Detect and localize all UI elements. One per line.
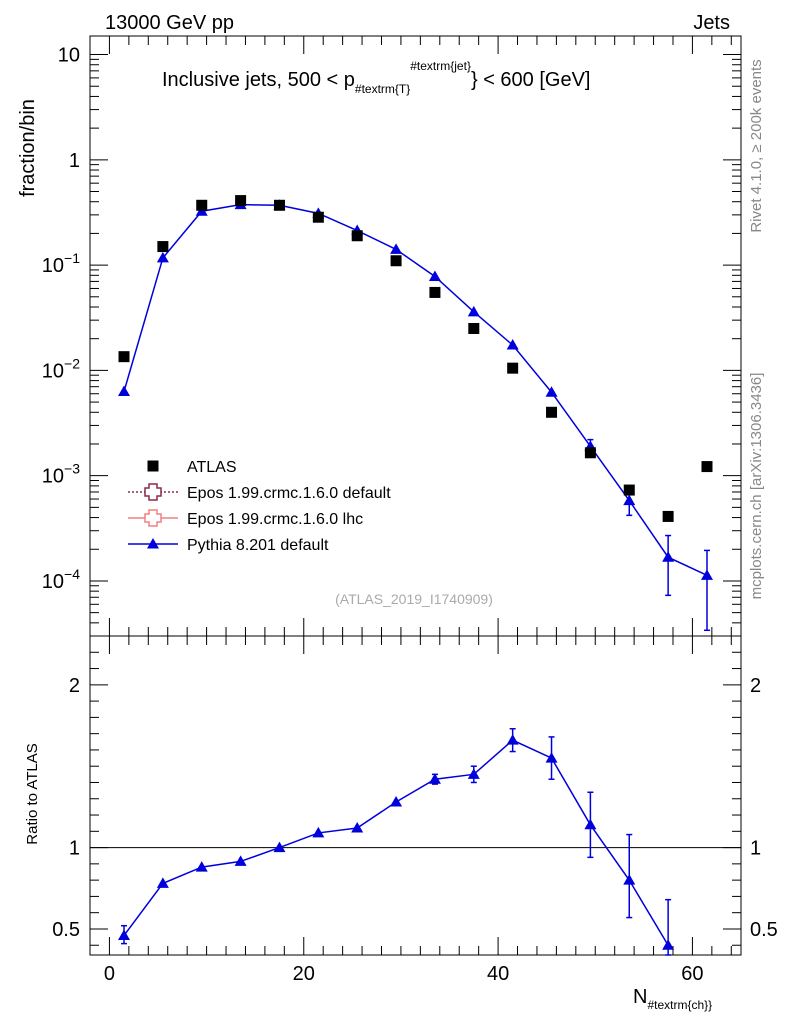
ratio-pythia-point: [351, 822, 364, 833]
ratio-pythia-point: [273, 841, 286, 853]
rivet-version-note: Rivet 4.1.0, ≥ 200k events: [748, 59, 765, 232]
main-y-tick-label: 10−1: [42, 250, 80, 277]
atlas-point: [584, 447, 596, 459]
atlas-point: [662, 510, 674, 522]
ratio-y-tick-label-right: 0.5: [750, 919, 778, 941]
ratio-pythia-point: [428, 773, 441, 784]
ratio-plot-series: [118, 728, 675, 956]
main-y-tick-label: 10−4: [42, 566, 80, 593]
x-tick-label: 20: [293, 963, 315, 985]
main-y-tick-label: 10−2: [42, 355, 80, 382]
atlas-point: [468, 322, 480, 334]
ratio-y-tick-label: 0.5: [52, 919, 80, 941]
ratio-pythia-point: [312, 826, 325, 838]
legend-marker-atlas: [147, 460, 159, 472]
mcplots-source-note: mcplots.cern.ch [arXiv:1306.3436]: [748, 373, 765, 600]
ratio-pythia-point: [118, 929, 131, 940]
ratio-pythia-point: [662, 939, 675, 950]
legend-marker-pythia: [147, 538, 159, 549]
main-y-tick-label: 10−3: [42, 461, 80, 488]
process-label: Jets: [693, 12, 730, 34]
atlas-point: [701, 461, 713, 473]
atlas-point: [623, 484, 635, 496]
atlas-point: [429, 286, 441, 298]
pythia-line: [123, 203, 708, 577]
ratio-pythia-point: [156, 877, 169, 888]
main-plot-series: [118, 195, 713, 632]
ratio-pythia-point: [584, 818, 597, 830]
pythia-point: [428, 270, 441, 281]
ratio-pythia-point: [506, 734, 519, 745]
legend-label: Epos 1.99.crmc.1.6.0 default: [187, 485, 391, 502]
pythia-point: [506, 339, 519, 350]
ratio-pythia-point: [234, 855, 247, 866]
ratio-y-axis-title: Ratio to ATLAS: [24, 743, 41, 844]
pythia-point: [700, 569, 713, 580]
x-tick-label: 40: [487, 963, 509, 985]
pythia-point: [118, 385, 131, 397]
atlas-point: [546, 406, 558, 418]
ratio-pythia-point: [195, 861, 208, 872]
ratio-pythia-point: [467, 768, 480, 779]
ratio-pythia-point: [545, 752, 558, 763]
pythia-point: [156, 251, 169, 263]
ratio-plot-frame: [89, 635, 742, 956]
analysis-id-label: (ATLAS_2019_I1740909): [335, 591, 493, 607]
plot-title-subscript: #textrm{T}: [355, 82, 410, 96]
ratio-y-tick-label-right: 1: [750, 838, 761, 860]
collision-label: 13000 GeV pp: [105, 12, 234, 34]
x-axis-title-subscript: #textrm{ch}}: [647, 998, 712, 1012]
x-tick-label: 0: [104, 963, 115, 985]
main-y-axis-title: fraction/bin: [17, 99, 39, 197]
plot-title-tail: } < 600 [GeV]: [471, 69, 591, 91]
ratio-y-tick-label: 2: [69, 675, 80, 697]
pythia-point: [467, 305, 480, 317]
pythia-point: [623, 494, 636, 506]
legend-marker-epos: [144, 509, 162, 527]
pythia-point: [390, 243, 403, 254]
legend: ATLAS Epos 1.99.crmc.1.6.0 default Epos 1.…: [128, 459, 391, 554]
main-axis-ticks: 10 1 10−1 10−2 10−3 10−4: [42, 36, 741, 637]
legend-label: Epos 1.99.crmc.1.6.0 lhc: [187, 511, 363, 528]
ratio-y-tick-label: 1: [69, 838, 80, 860]
legend-label: ATLAS: [187, 459, 237, 476]
atlas-point: [390, 255, 402, 267]
x-tick-label: 60: [681, 963, 703, 985]
pythia-point: [545, 386, 558, 397]
plot-title: Inclusive jets, 500 < p#textrm{T}#textrm…: [162, 59, 590, 96]
plot-title-superscript: #textrm{jet}: [410, 59, 471, 73]
atlas-point: [157, 241, 169, 253]
atlas-point: [196, 199, 208, 211]
atlas-point: [273, 199, 285, 211]
atlas-point: [312, 211, 324, 223]
atlas-point: [118, 351, 130, 363]
ratio-pythia-line: [123, 739, 669, 946]
atlas-point: [235, 195, 247, 207]
plot-title-main: Inclusive jets, 500 < p: [162, 69, 355, 91]
atlas-point: [351, 230, 363, 242]
ratio-pythia-point: [623, 874, 636, 885]
ratio-pythia-point: [390, 796, 403, 807]
ratio-y-tick-label-right: 2: [750, 675, 761, 697]
atlas-point: [507, 362, 519, 374]
main-y-tick-label: 10: [58, 45, 80, 67]
legend-label: Pythia 8.201 default: [187, 537, 329, 554]
x-axis-title-main: N: [633, 986, 647, 1008]
main-y-tick-label: 1: [69, 150, 80, 172]
x-axis-title: N#textrm{ch}}: [633, 986, 712, 1012]
pythia-point: [662, 551, 675, 562]
ratio-axis-ticks: 0.5 0.51 12 20 20 40 60: [52, 636, 778, 985]
legend-marker-epos: [144, 483, 162, 501]
